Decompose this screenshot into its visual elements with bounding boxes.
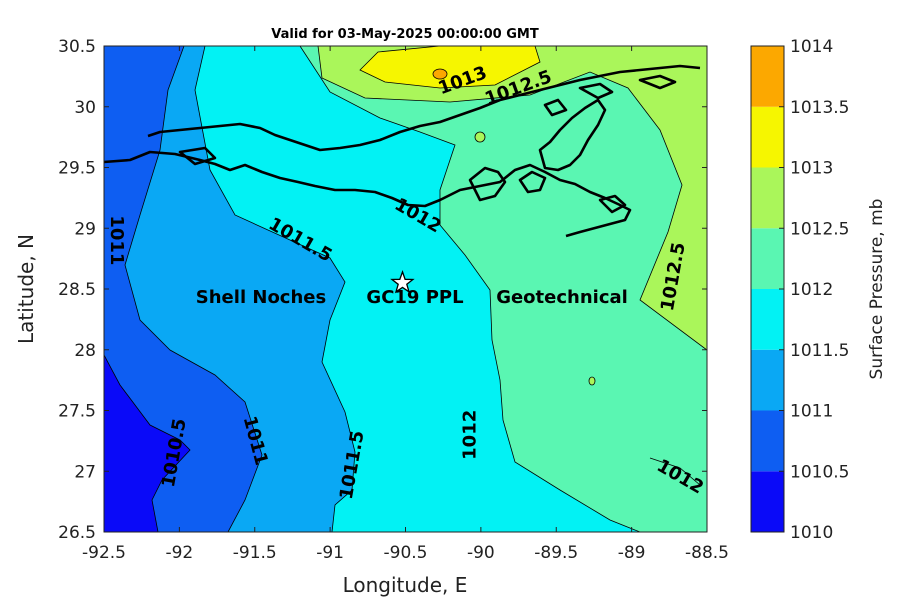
- x-tick-label: -90.5: [384, 543, 428, 563]
- colorbar: 1010 1010.5 1011 1011.5 1012 1012.5 1013 1013.5…: [750, 37, 849, 543]
- y-tick-label: 29: [74, 219, 96, 239]
- colorbar-tick-label: 1012: [790, 280, 833, 300]
- x-tick-label: -92: [165, 543, 193, 563]
- y-tick-label: 27: [74, 462, 96, 482]
- colorbar-tick-label: 1011: [790, 402, 833, 422]
- band-1013.5-patch: [433, 69, 447, 79]
- site-label-part-2: GC19 PPL: [366, 287, 463, 308]
- y-tick-label: 30.5: [58, 37, 96, 57]
- y-tick-label: 29.5: [58, 159, 96, 179]
- x-tick-label: -90: [467, 543, 495, 563]
- colorbar-segment: [751, 349, 784, 411]
- x-axis-label: Longitude, E: [343, 573, 468, 597]
- band-1010.5-1011: [104, 46, 262, 532]
- band-1012.5-patch-2: [589, 377, 595, 385]
- colorbar-tick-label: 1010: [790, 523, 833, 543]
- x-tick-label: -91.5: [233, 543, 277, 563]
- map-title: Valid for 03-May-2025 00:00:00 GMT: [271, 27, 539, 42]
- x-tick-label: -89: [618, 543, 646, 563]
- y-axis: 26.5 27 27.5 28 28.5 29 29.5 30 30.5: [58, 37, 707, 543]
- colorbar-tick-label: 1010.5: [790, 462, 849, 482]
- contour-label: 1011: [106, 215, 127, 265]
- colorbar-segment: [751, 228, 784, 289]
- x-tick-label: -88.5: [685, 543, 729, 563]
- y-tick-label: 26.5: [58, 523, 96, 543]
- colorbar-segment: [751, 106, 784, 168]
- colorbar-tick-label: 1013: [790, 159, 833, 179]
- colorbar-tick-label: 1012.5: [790, 219, 849, 239]
- colorbar-segment: [751, 167, 784, 229]
- contour-lines: [104, 46, 707, 532]
- band-1013-1013.5: [360, 46, 540, 88]
- band-1012.5-patch-1: [475, 132, 485, 142]
- coastline: [104, 64, 701, 238]
- colorbar-segment: [751, 471, 784, 532]
- site-label-part-1: Shell Noches: [196, 287, 326, 308]
- colorbar-segment: [751, 410, 784, 472]
- colorbar-tick-label: 1014: [790, 37, 833, 57]
- band-1010-1010.5: [104, 355, 190, 532]
- x-tick-label: -91: [316, 543, 344, 563]
- site-star-icon[interactable]: [390, 269, 415, 294]
- y-axis-label: Latitude, N: [14, 234, 38, 344]
- y-tick-label: 28.5: [58, 280, 96, 300]
- contour-label: 1012: [459, 410, 480, 460]
- colorbar-segment: [751, 46, 784, 107]
- x-tick-label: -89.5: [534, 543, 578, 563]
- band-1012-1012.5: [300, 46, 707, 532]
- colorbar-label: Surface Pressure, mb: [867, 199, 887, 380]
- y-tick-label: 30: [74, 98, 96, 118]
- y-tick-label: 28: [74, 341, 96, 361]
- colorbar-tick-label: 1013.5: [790, 98, 849, 118]
- site-label-part-3: Geotechnical: [496, 287, 628, 308]
- y-tick-label: 27.5: [58, 402, 96, 422]
- x-axis: -92.5 -92 -91.5 -91 -90.5 -90 -89.5 -89 -88.5: [82, 46, 729, 563]
- colorbar-segment: [751, 289, 784, 350]
- colorbar-tick-label: 1011.5: [790, 341, 849, 361]
- band-1012.5-1013: [318, 46, 707, 350]
- x-tick-label: -92.5: [82, 543, 126, 563]
